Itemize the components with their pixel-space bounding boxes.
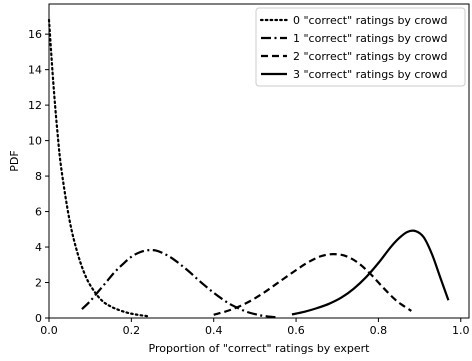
x-tick-label: 1.0 [452, 324, 470, 337]
legend-label-3: 3 "correct" ratings by crowd [293, 68, 447, 81]
x-tick-label: 0.6 [287, 324, 305, 337]
axes-frame [48, 3, 470, 319]
y-tick-label: 14 [28, 64, 42, 77]
legend-label-0: 0 "correct" ratings by crowd [293, 14, 447, 27]
legend-box [255, 7, 466, 87]
y-tick-label: 8 [35, 170, 42, 183]
curves [47, 18, 450, 319]
series-line-0 [47, 18, 149, 318]
axes: 0.0 0.2 0.4 0.6 0.8 1.0 0 2 4 6 8 10 12 14 16 [28, 3, 470, 337]
y-tick-label: 4 [35, 241, 42, 254]
y-tick-label: 12 [28, 99, 42, 112]
legend-label-1: 1 "correct" ratings by crowd [293, 32, 447, 45]
series-line-1 [81, 248, 276, 319]
y-axis-title: PDF [8, 150, 21, 171]
x-tick-label: 0.2 [123, 324, 141, 337]
y-tick-label: 16 [28, 28, 42, 41]
series-line-2 [213, 253, 412, 316]
y-tick-label: 10 [28, 135, 42, 148]
legend: 0 "correct" ratings by crowd 1 "correct" … [255, 7, 466, 87]
x-tick-label: 0.0 [40, 324, 58, 337]
y-tick-label: 2 [35, 277, 42, 290]
y-tick-label: 6 [35, 206, 42, 219]
x-tick-label: 0.8 [370, 324, 388, 337]
legend-label-2: 2 "correct" ratings by crowd [293, 50, 447, 63]
x-tick-label: 0.4 [205, 324, 223, 337]
x-axis-title: Proportion of "correct" ratings by exper… [149, 342, 371, 355]
y-tick-label: 0 [35, 312, 42, 325]
series-line-3 [291, 229, 450, 316]
